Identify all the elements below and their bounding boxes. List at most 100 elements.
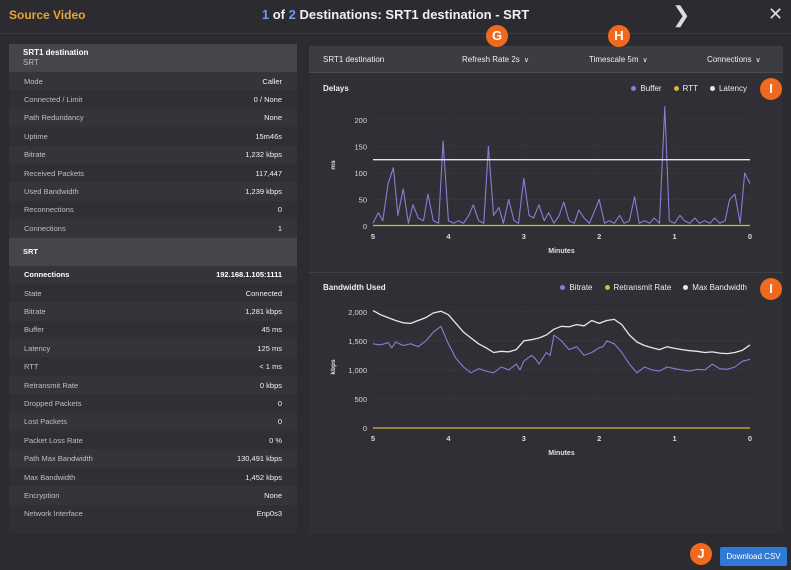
chevron-right-icon[interactable]: ❯ bbox=[672, 2, 691, 27]
stat-value: None bbox=[264, 490, 282, 500]
top-bar: Source Video 1 of 2 Destinations: SRT1 d… bbox=[0, 0, 791, 34]
delays-chart-legend: Buffer RTT Latency bbox=[631, 84, 747, 93]
stat-value: Enp0s3 bbox=[256, 509, 282, 519]
legend-swatch bbox=[709, 86, 715, 91]
bandwidth-chart-title: Bandwidth Used bbox=[323, 283, 386, 292]
stats-panel-subtitle: SRT bbox=[23, 58, 39, 67]
delays-chart: 0 50 100 150 200 5 4 3 2 1 0 Minutes ms bbox=[330, 104, 752, 255]
legend-item[interactable]: Bitrate bbox=[560, 283, 593, 292]
timescale-dropdown[interactable]: Timescale 5m ∨ bbox=[589, 55, 648, 64]
legend-item[interactable]: Max Bandwidth bbox=[683, 283, 747, 292]
srt-stats-list: Connections 192.168.1.105:1111 State Connec… bbox=[9, 265, 297, 523]
legend-label: Max Bandwidth bbox=[692, 283, 747, 292]
stat-value: 1,281 kbps bbox=[245, 306, 282, 316]
stat-label: Network Interface bbox=[24, 509, 83, 519]
stat-row: Connections 192.168.1.105:1111 bbox=[9, 265, 297, 284]
stat-label: Buffer bbox=[24, 325, 44, 335]
stat-label: Connected / Limit bbox=[24, 95, 83, 105]
stat-label: Received Packets bbox=[24, 168, 85, 178]
y-tick-label: 2,000 bbox=[348, 308, 367, 317]
stat-row: Path Max Bandwidth 130,491 kbps bbox=[9, 449, 297, 468]
stat-label: Reconnections bbox=[24, 205, 74, 215]
legend-swatch bbox=[683, 285, 689, 290]
x-tick-label: 1 bbox=[673, 232, 677, 241]
stat-row: Mode Caller bbox=[9, 72, 297, 91]
refresh-rate-dropdown[interactable]: Refresh Rate 2s ∨ bbox=[462, 55, 529, 64]
stat-value: Caller bbox=[262, 76, 282, 86]
stats-panel-header: SRT1 destination SRT bbox=[9, 44, 297, 72]
x-axis-label: Minutes bbox=[548, 248, 575, 255]
x-tick-label: 5 bbox=[371, 232, 375, 241]
refresh-rate-label: Refresh Rate 2s bbox=[462, 55, 520, 64]
stats-panel-title: SRT1 destination bbox=[23, 48, 89, 57]
stat-row: Path Redundancy None bbox=[9, 108, 297, 128]
x-tick-label: 3 bbox=[522, 232, 526, 241]
y-tick-label: 1,500 bbox=[348, 337, 367, 346]
y-tick-label: 50 bbox=[359, 195, 367, 204]
marker-h: H bbox=[608, 25, 630, 47]
legend-label: Latency bbox=[718, 84, 747, 93]
stat-row: Max Bandwidth 1,452 kbps bbox=[9, 468, 297, 486]
y-tick-label: 200 bbox=[354, 116, 367, 125]
legend-swatch bbox=[631, 86, 637, 91]
legend-item[interactable]: RTT bbox=[673, 84, 698, 93]
legend-item[interactable]: Retransmit Rate bbox=[604, 283, 671, 292]
destination-stats-list: Mode Caller Connected / Limit 0 / None Path … bbox=[9, 72, 297, 238]
stat-value: 45 ms bbox=[261, 325, 282, 335]
stat-value: 117,447 bbox=[255, 168, 282, 178]
stat-value: 0 bbox=[277, 417, 282, 427]
stat-row: Uptime 15m46s bbox=[9, 127, 297, 145]
stat-row: Dropped Packets 0 bbox=[9, 394, 297, 412]
bandwidth-chart: 0 500 1,000 1,500 2,000 5 4 3 2 1 0 Minutes kbps bbox=[330, 306, 752, 457]
x-tick-label: 4 bbox=[446, 232, 451, 241]
legend-item[interactable]: Buffer bbox=[631, 84, 662, 93]
stat-label: Latency bbox=[24, 343, 51, 353]
stat-value: 0 kbps bbox=[259, 380, 282, 390]
stat-label: Packet Loss Rate bbox=[24, 435, 83, 445]
stat-row: Connections 1 bbox=[9, 219, 297, 238]
connections-dropdown[interactable]: Connections ∨ bbox=[707, 55, 761, 64]
stat-row: Latency 125 ms bbox=[9, 339, 297, 358]
stat-row: Lost Packets 0 bbox=[9, 412, 297, 432]
stat-row: Reconnections 0 bbox=[9, 201, 297, 219]
stat-value: 1,232 kbps bbox=[245, 150, 282, 160]
stat-value: 0 bbox=[277, 205, 282, 215]
charts-panel: SRT1 destination Refresh Rate 2s ∨ Timesc… bbox=[309, 46, 783, 534]
x-tick-label: 0 bbox=[748, 434, 752, 443]
stat-row: Buffer 45 ms bbox=[9, 321, 297, 339]
chart-divider bbox=[309, 272, 783, 273]
stat-label: Path Max Bandwidth bbox=[24, 454, 93, 464]
stat-label: Mode bbox=[24, 76, 43, 86]
y-tick-label: 500 bbox=[354, 395, 367, 404]
chevron-down-icon: ∨ bbox=[523, 57, 529, 64]
marker-i: I bbox=[760, 278, 782, 300]
series-line-buffer bbox=[372, 106, 751, 224]
stat-row: Retransmit Rate 0 kbps bbox=[9, 375, 297, 395]
stat-row: RTT < 1 ms bbox=[9, 357, 297, 375]
y-tick-label: 150 bbox=[354, 142, 367, 151]
stat-row: Connected / Limit 0 / None bbox=[9, 90, 297, 108]
legend-swatch bbox=[673, 86, 679, 91]
stat-row: Encryption None bbox=[9, 486, 297, 505]
stat-label: Uptime bbox=[24, 131, 48, 141]
legend-label: Buffer bbox=[640, 84, 662, 93]
legend-item[interactable]: Latency bbox=[709, 84, 747, 93]
download-csv-button[interactable]: Download CSV bbox=[720, 547, 787, 566]
connections-label: Connections bbox=[707, 55, 752, 64]
x-tick-label: 2 bbox=[597, 434, 601, 443]
close-icon[interactable]: ✕ bbox=[768, 4, 784, 24]
position-total: 2 bbox=[288, 7, 296, 22]
stat-row: Bitrate 1,281 kbps bbox=[9, 302, 297, 321]
series-line-max-bandwidth bbox=[372, 310, 751, 355]
stat-label: RTT bbox=[24, 362, 39, 372]
stat-row: Used Bandwidth 1,239 kbps bbox=[9, 182, 297, 201]
marker-i: I bbox=[760, 78, 782, 100]
stat-label: Dropped Packets bbox=[24, 398, 82, 408]
stat-label: Encryption bbox=[24, 490, 60, 500]
x-tick-label: 1 bbox=[673, 434, 677, 443]
marker-j: J bbox=[690, 543, 712, 565]
destinations-label: Destinations: SRT1 destination - SRT bbox=[299, 7, 530, 22]
stat-value: 1,239 kbps bbox=[245, 187, 282, 197]
stat-label: Connections bbox=[24, 270, 70, 280]
x-tick-label: 0 bbox=[748, 232, 752, 241]
